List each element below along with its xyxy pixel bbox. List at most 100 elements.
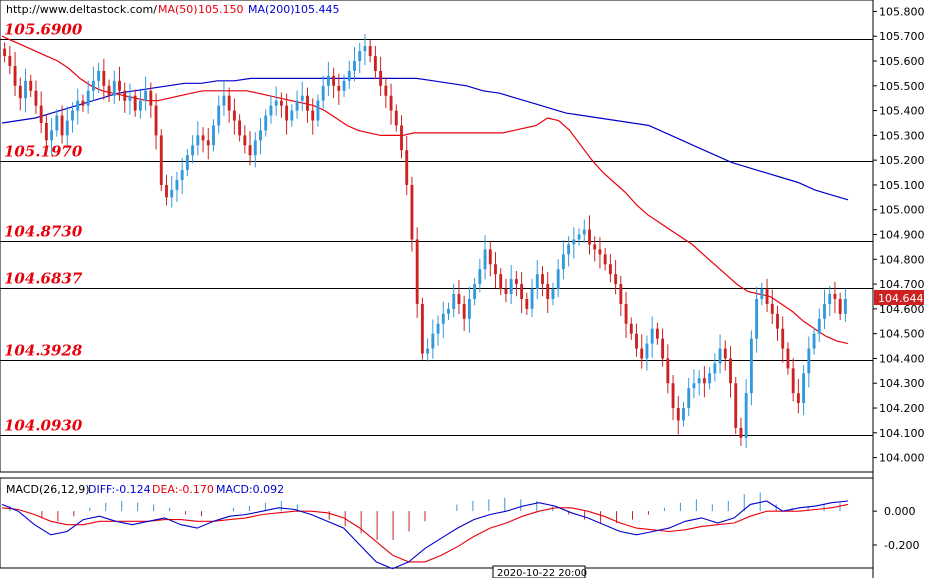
candle-body: [232, 110, 236, 121]
candle-body: [363, 46, 367, 52]
candle-body: [593, 244, 597, 250]
candle-body: [702, 378, 706, 384]
candle-body: [488, 249, 492, 265]
price-tick-label: 104.200: [879, 402, 925, 415]
candle-body: [342, 80, 346, 91]
macd-dea-line: [1, 503, 849, 563]
candlesticks: [3, 33, 847, 448]
candle-body: [373, 56, 377, 71]
price-axis: 105.800 105.700 105.600 105.500 105.400 105.3…: [873, 5, 925, 465]
candle-body: [400, 125, 403, 151]
candle-body: [332, 75, 336, 86]
candle-body: [692, 383, 696, 389]
ma200-series: [1, 77, 849, 201]
cursor-timestamp: 2020-10-22 20:00: [497, 568, 587, 578]
candle-body: [546, 284, 550, 299]
price-tick-label: 104.300: [879, 377, 925, 390]
candle-body: [655, 328, 659, 339]
candle-body: [796, 393, 800, 404]
candle-body: [817, 318, 821, 334]
candle-body: [572, 239, 576, 245]
candle-body: [259, 130, 262, 141]
candle-body: [39, 105, 43, 123]
support-resistance-levels: 105.6900 105.1970 104.8730 104.6837 104.3928…: [0, 21, 873, 436]
candle-body: [112, 80, 116, 96]
candle-body: [118, 80, 121, 91]
candle-body: [410, 184, 414, 240]
candle-body: [97, 70, 101, 81]
candle-body: [71, 110, 74, 121]
price-tick-label: 105.300: [879, 129, 925, 142]
price-tick-label: 105.400: [879, 105, 925, 118]
candle-body: [159, 135, 163, 185]
candle-body: [426, 348, 430, 354]
candle-body: [222, 95, 226, 106]
candle-body: [191, 145, 195, 156]
candle-body: [765, 289, 769, 304]
price-tick-label: 104.700: [879, 278, 925, 291]
candle-body: [452, 294, 456, 309]
candle-body: [619, 284, 623, 304]
candle-body: [212, 125, 215, 146]
level-label: 104.6837: [4, 270, 83, 288]
level-label: 104.8730: [4, 223, 83, 241]
candle-body: [760, 289, 764, 299]
candle-body: [238, 120, 242, 136]
price-tick-label: 105.700: [879, 30, 925, 43]
candle-body: [755, 298, 759, 339]
current-price-text: 104.644: [878, 292, 924, 305]
candle-body: [525, 298, 529, 309]
candle-body: [462, 303, 466, 319]
candle-body: [535, 274, 539, 290]
candle-body: [300, 95, 304, 101]
candle-body: [65, 120, 69, 136]
ma50-line: [1, 35, 849, 345]
candle-body: [828, 294, 832, 304]
candle-body: [185, 155, 189, 171]
ma200-label: MA(200): [248, 3, 295, 16]
candle-body: [682, 408, 685, 421]
candle-body: [530, 289, 534, 309]
level-label: 105.1970: [4, 143, 83, 161]
candle-body: [321, 85, 325, 101]
candle-body: [661, 338, 665, 359]
macd-diff-line: [1, 500, 849, 570]
candle-body: [509, 279, 513, 295]
price-tick-label: 104.000: [879, 452, 925, 465]
candle-body: [368, 46, 372, 57]
macd-pane: [0, 477, 874, 569]
main-pane: [0, 0, 874, 473]
candle-body: [494, 264, 497, 275]
candle-body: [624, 303, 628, 324]
price-tick-label: 105.600: [879, 55, 925, 68]
site-url: http://www.deltastock.com/: [6, 3, 157, 16]
candle-body: [248, 145, 252, 156]
macd-value: MACD:0.092: [216, 483, 284, 496]
price-tick-label: 105.800: [879, 5, 925, 18]
candle-body: [217, 105, 221, 126]
candle-body: [311, 110, 315, 121]
price-tick-label: 104.600: [879, 303, 925, 316]
candle-body: [635, 333, 638, 349]
price-tick-label: 104.500: [879, 328, 925, 341]
candle-body: [13, 65, 17, 86]
candle-body: [290, 110, 294, 121]
candle-body: [180, 170, 184, 180]
candle-body: [316, 100, 320, 121]
ma50-value: 105.150: [198, 3, 244, 16]
candle-body: [107, 85, 111, 96]
candle-body: [457, 294, 461, 304]
ma200-value: 105.445: [294, 3, 340, 16]
candle-body: [473, 284, 477, 299]
candle-body: [734, 383, 738, 428]
candle-body: [34, 90, 38, 106]
candle-body: [838, 298, 842, 314]
macd-tick-label: -0.200: [884, 539, 919, 552]
candle-body: [541, 274, 544, 285]
candle-body: [405, 150, 409, 185]
candle-body: [264, 115, 268, 131]
candle-body: [431, 333, 435, 349]
candle-body: [170, 189, 174, 198]
candle-body: [807, 348, 811, 374]
